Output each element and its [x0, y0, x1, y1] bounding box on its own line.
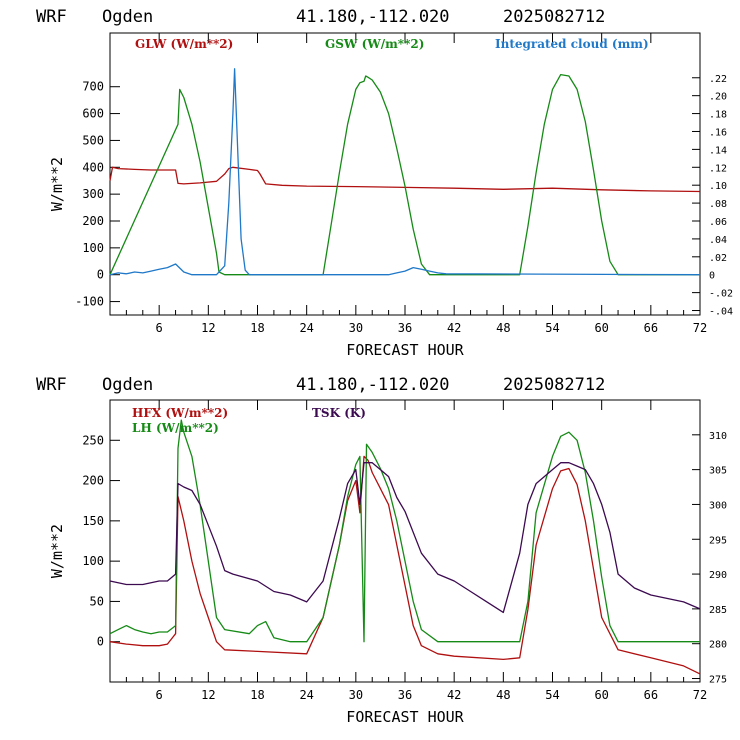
y-tick-label: 200 — [82, 474, 104, 488]
header-run: 2025082712 — [503, 7, 605, 27]
y-tick-label: 400 — [82, 160, 104, 174]
x-tick-label: 66 — [644, 688, 658, 702]
x-tick-label: 36 — [398, 321, 412, 335]
right-tick-label: .20 — [709, 92, 727, 103]
right-tick-label: 290 — [709, 570, 727, 581]
x-tick-label: 6 — [156, 688, 163, 702]
x-tick-label: 54 — [545, 688, 559, 702]
x-tick-label: 48 — [496, 321, 510, 335]
x-tick-label: 18 — [250, 688, 264, 702]
header-location: Ogden — [102, 7, 153, 27]
right-tick-label: 305 — [709, 466, 727, 477]
y-tick-label: 50 — [90, 594, 104, 608]
x-tick-label: 30 — [349, 688, 363, 702]
x-axis-label: FORECAST HOUR — [346, 708, 464, 726]
legend-entry: TSK (K) — [312, 406, 366, 420]
right-tick-label: .12 — [709, 163, 727, 174]
header-model: WRF — [36, 7, 67, 27]
x-tick-label: 72 — [693, 688, 707, 702]
x-tick-label: 48 — [496, 688, 510, 702]
right-tick-label: .10 — [709, 181, 727, 192]
right-tick-label: .02 — [709, 253, 727, 264]
x-tick-label: 6 — [156, 321, 163, 335]
y-tick-label: 100 — [82, 554, 104, 568]
right-tick-label: .16 — [709, 127, 727, 138]
header-coords: 41.180,-112.020 — [296, 7, 450, 27]
y-tick-label: 250 — [82, 433, 104, 447]
x-tick-label: 42 — [447, 688, 461, 702]
legend-entry: LH (W/m**2) — [132, 421, 219, 435]
y-tick-label: 500 — [82, 133, 104, 147]
legend-entry: Integrated cloud (mm) — [495, 37, 649, 51]
x-tick-label: 18 — [250, 321, 264, 335]
y-tick-label: 300 — [82, 187, 104, 201]
right-tick-label: .18 — [709, 110, 727, 121]
series-line-tsk — [109, 462, 701, 614]
header-location: Ogden — [102, 375, 153, 395]
y-tick-label: 700 — [82, 80, 104, 94]
header-run: 2025082712 — [503, 375, 605, 395]
y-axis-label: W/m**2 — [48, 157, 66, 211]
right-tick-label: 0 — [709, 271, 715, 282]
series-line-glw — [109, 166, 701, 193]
right-tick-label: 285 — [709, 605, 727, 616]
x-tick-label: 36 — [398, 688, 412, 702]
legend-entry: HFX (W/m**2) — [132, 406, 228, 420]
right-tick-label: .06 — [709, 217, 727, 228]
y-tick-label: 100 — [82, 241, 104, 255]
x-tick-label: 24 — [299, 688, 313, 702]
series-line-gsw — [109, 73, 700, 276]
y-tick-label: 150 — [82, 514, 104, 528]
x-tick-label: 72 — [693, 321, 707, 335]
x-tick-label: 12 — [201, 321, 215, 335]
right-tick-label: .08 — [709, 199, 727, 210]
right-tick-label: -.04 — [709, 307, 733, 318]
series-line-hfx — [109, 455, 701, 675]
x-tick-label: 12 — [201, 688, 215, 702]
x-tick-label: 66 — [644, 321, 658, 335]
y-tick-label: -100 — [75, 295, 104, 309]
y-tick-label: 0 — [97, 268, 104, 282]
series-line-integrated — [109, 68, 701, 276]
series-line-lh — [109, 419, 700, 643]
x-tick-label: 60 — [594, 321, 608, 335]
right-tick-label: .04 — [709, 235, 727, 246]
legend-entry: GSW (W/m**2) — [325, 37, 424, 51]
y-tick-label: 200 — [82, 214, 104, 228]
legend-entry: GLW (W/m**2) — [135, 37, 233, 51]
right-tick-label: .22 — [709, 74, 727, 85]
header-coords: 41.180,-112.020 — [296, 375, 450, 395]
right-tick-label: 275 — [709, 675, 727, 686]
x-tick-label: 60 — [594, 688, 608, 702]
x-tick-label: 24 — [299, 321, 313, 335]
right-tick-label: 300 — [709, 500, 727, 511]
right-tick-label: .14 — [709, 145, 727, 156]
y-tick-label: 600 — [82, 107, 104, 121]
x-tick-label: 30 — [349, 321, 363, 335]
x-axis-label: FORECAST HOUR — [346, 341, 464, 359]
y-tick-label: 0 — [97, 635, 104, 649]
right-tick-label: 310 — [709, 431, 727, 442]
x-tick-label: 42 — [447, 321, 461, 335]
x-tick-label: 54 — [545, 321, 559, 335]
y-axis-label: W/m**2 — [48, 524, 66, 578]
right-tick-label: 280 — [709, 640, 727, 651]
header-model: WRF — [36, 375, 67, 395]
right-tick-label: -.02 — [709, 289, 733, 300]
plot-frame — [109, 32, 701, 316]
right-tick-label: 295 — [709, 535, 727, 546]
